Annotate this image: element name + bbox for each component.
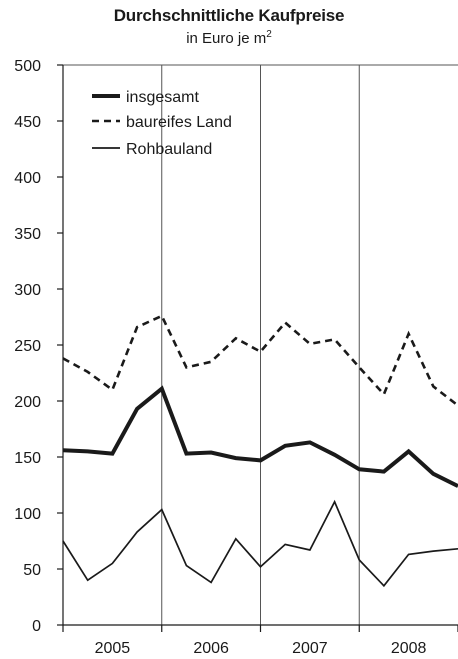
- subtitle-superscript: 2: [266, 29, 272, 40]
- y-tick-label: 50: [23, 562, 41, 579]
- grid-layer: [63, 64, 458, 625]
- x-tick-label: 2007: [292, 640, 328, 657]
- x-tick-label: 2005: [95, 640, 131, 657]
- series-line-rohbauland: [62, 499, 458, 588]
- y-tick-label: 150: [14, 450, 41, 467]
- legend-label: insgesamt: [126, 89, 199, 106]
- y-tick-label: 450: [14, 114, 41, 131]
- legend-label: Rohbauland: [126, 141, 212, 158]
- chart-subtitle: in Euro je m2: [0, 29, 458, 47]
- legend: insgesamt baureifes Land Rohbauland: [92, 89, 232, 158]
- subtitle-text: in Euro je m: [186, 30, 267, 47]
- y-tick-label: 350: [14, 226, 41, 243]
- y-tick-label: 200: [14, 394, 41, 411]
- chart-title: Durchschnittliche Kaufpreise: [113, 6, 345, 25]
- x-tick-label: 2006: [193, 640, 229, 657]
- legend-label: baureifes Land: [126, 114, 232, 131]
- axis-layer: 0 50 100 150 200 250 300 350 400 450 500 2005 2006 20…: [14, 58, 458, 657]
- y-tick-label: 100: [14, 506, 41, 523]
- y-tick-label: 250: [14, 338, 41, 355]
- x-tick-label: 2008: [391, 640, 427, 657]
- series-layer: [62, 314, 458, 588]
- y-tick-label: 300: [14, 282, 41, 299]
- series-line-insgesamt: [62, 385, 458, 488]
- y-tick-label: 400: [14, 170, 41, 187]
- y-tick-label: 500: [14, 58, 41, 75]
- y-tick-label: 0: [32, 618, 41, 635]
